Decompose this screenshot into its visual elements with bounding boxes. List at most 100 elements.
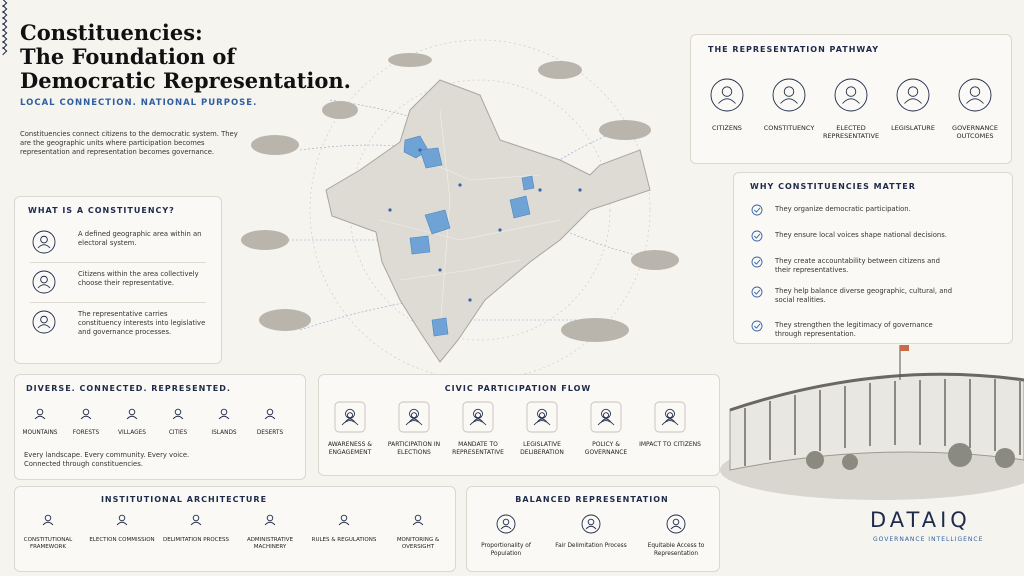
tagline: LOCAL CONNECTION. NATIONAL PURPOSE. [20,98,258,108]
institution-label: ELECTION COMMISSION [89,537,155,543]
brand-tagline: GOVERNANCE INTELLIGENCE [873,536,984,543]
panel-title: WHAT IS A CONSTITUENCY? [28,206,175,215]
flow-label: MANDATE TO REPRESENTATIVE [452,441,504,456]
what-is-panel [14,196,222,364]
title-line: Democratic Representation. [20,68,351,93]
divider [30,262,206,263]
flow-icon [473,412,483,422]
landscape-icon [264,408,276,420]
parliament-illustration [720,345,1024,500]
reason-text: They help balance diverse geographic, cu… [775,287,953,304]
flow-label: POLICY & GOVERNANCE [584,441,628,456]
check-icon [751,204,763,216]
reason-text: They strengthen the legitimacy of govern… [775,321,933,338]
item-text: A defined geographic area within an elec… [78,230,202,247]
flow-box [654,401,686,433]
balance-label: Proportionality of Population [481,543,531,557]
item-text: The representative carries constituency … [78,310,206,336]
check-icon [751,320,763,332]
institution-label: CONSTITUTIONAL FRAMEWORK [23,537,73,550]
step-icon [896,78,930,112]
flow-box [526,401,558,433]
step-label: ELECTED REPRESENTATIVE [822,124,880,140]
brand-name: DATAIQ [870,508,971,532]
diverse-panel [14,374,306,480]
institution-label: MONITORING & OVERSIGHT [396,537,440,550]
institution-label: ADMINISTRATIVE MACHINERY [246,537,294,550]
title-line: The Foundation of [20,44,236,69]
landscape-label: MOUNTAINS [22,430,58,436]
flow-label: AWARENESS & ENGAGEMENT [328,441,372,456]
balance-icon [496,514,516,534]
reason-text: They create accountability between citiz… [775,257,940,274]
balance-icon [581,514,601,534]
flow-box [462,401,494,433]
landscape-label: FORESTS [72,430,100,436]
institution-label: DELIMITATION PROCESS [163,537,229,543]
landscape-label: VILLAGES [118,430,146,436]
balance-label: Fair Delimitation Process [555,543,627,549]
step-label: LEGISLATURE [891,124,935,132]
institution-icon [412,514,424,526]
step-label: GOVERNANCE OUTCOMES [952,124,998,140]
balance-label: Equitable Access to Representation [647,543,705,557]
institution-label: RULES & REGULATIONS [311,537,377,543]
landscape-icon [172,408,184,420]
panel-title: INSTITUTIONAL ARCHITECTURE [100,495,268,504]
institution-icon [338,514,350,526]
item-text: Citizens within the area collectively ch… [78,270,199,287]
flow-icon [665,412,675,422]
balanced-panel [466,486,720,572]
flow-box [334,401,366,433]
flow-label: IMPACT TO CITIZENS [639,441,701,448]
item-icon [32,270,56,294]
step-icon [958,78,992,112]
step-label: CONSTITUENCY [763,124,815,132]
institution-icon [116,514,128,526]
check-icon [751,230,763,242]
civic-panel [318,374,720,476]
title-line: Constituencies: [20,20,203,45]
flow-label: LEGISLATIVE DELIBERATION [520,441,564,456]
step-icon [710,78,744,112]
institution-icon [42,514,54,526]
why-panel [733,172,1013,344]
step-icon [772,78,806,112]
flow-icon [345,412,355,422]
item-icon [32,230,56,254]
item-icon [32,310,56,334]
reason-text: They ensure local voices shape national … [775,231,947,239]
flow-box [398,401,430,433]
institution-icon [190,514,202,526]
panel-title: THE REPRESENTATION PATHWAY [708,45,880,54]
panel-title: CIVIC PARTICIPATION FLOW [444,384,592,393]
panel-title: BALANCED REPRESENTATION [515,495,669,504]
landscape-icon [126,408,138,420]
landscape-icon [34,408,46,420]
flow-icon [601,412,611,422]
flow-icon [409,412,419,422]
institutional-panel [14,486,456,572]
check-icon [751,256,763,268]
panel-title: DIVERSE. CONNECTED. REPRESENTED. [26,384,231,393]
landscape-label: DESERTS [256,430,284,436]
institution-icon [264,514,276,526]
landscape-label: CITIES [168,430,188,436]
check-icon [751,286,763,298]
divider [30,302,206,303]
step-label: CITIZENS [712,124,742,132]
landscape-icon [80,408,92,420]
balance-icon [666,514,686,534]
intro: Constituencies connect citizens to the d… [20,130,238,156]
panel-title: WHY CONSTITUENCIES MATTER [750,182,916,191]
landscape-icon [218,408,230,420]
flow-label: PARTICIPATION IN ELECTIONS [387,441,441,456]
flow-box [590,401,622,433]
landscape-label: ISLANDS [211,430,237,436]
diverse-note: Every landscape. Every community. Every … [24,451,190,468]
step-icon [834,78,868,112]
reason-text: They organize democratic participation. [775,205,911,213]
flow-icon [537,412,547,422]
